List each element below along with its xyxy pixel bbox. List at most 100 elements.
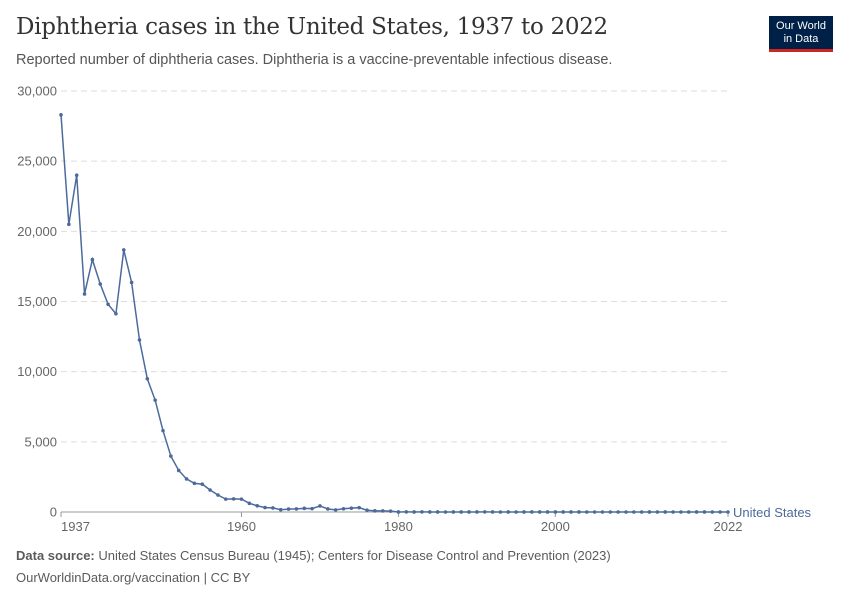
data-point	[616, 510, 620, 514]
data-point	[223, 497, 228, 501]
data-point	[318, 504, 322, 508]
data-point	[490, 510, 495, 514]
data-point	[451, 510, 456, 514]
x-tick-label: 1960	[227, 519, 256, 534]
y-tick-label: 0	[50, 505, 57, 520]
data-point	[522, 510, 526, 514]
data-point	[514, 510, 518, 514]
owid-logo[interactable]: Our World in Data	[769, 16, 833, 52]
data-point	[569, 510, 573, 514]
data-point	[443, 510, 448, 514]
data-point	[694, 510, 699, 514]
data-point	[161, 428, 165, 433]
x-tick-label: 2022	[714, 519, 743, 534]
logo-line1: Our World	[776, 20, 826, 32]
data-point	[176, 468, 181, 473]
data-point	[553, 510, 558, 514]
chart-title: Diphtheria cases in the United States, 1…	[16, 14, 608, 40]
data-point	[475, 510, 479, 514]
data-point	[663, 510, 668, 514]
data-point	[333, 508, 338, 512]
data-point	[137, 338, 142, 342]
data-point	[349, 506, 354, 510]
data-point	[718, 510, 722, 514]
data-point	[388, 509, 393, 513]
data-point	[584, 510, 589, 514]
data-point	[459, 510, 464, 514]
data-point	[216, 493, 220, 497]
data-point	[561, 510, 566, 514]
data-point	[286, 507, 291, 511]
data-point	[412, 510, 416, 514]
data-point	[710, 510, 715, 514]
data-point	[74, 173, 79, 177]
data-point	[129, 280, 134, 285]
data-point	[396, 510, 401, 514]
data-point	[302, 506, 307, 511]
data-point	[106, 302, 110, 307]
data-point	[671, 510, 675, 514]
y-tick-label: 20,000	[17, 224, 57, 239]
data-point	[255, 503, 259, 508]
series-label-united-states: United States	[733, 505, 812, 520]
data-point	[608, 510, 613, 514]
x-tick-label: 1980	[384, 519, 413, 534]
data-point	[428, 510, 432, 514]
data-point	[200, 482, 205, 486]
data-point	[192, 481, 197, 486]
data-point	[467, 510, 471, 514]
data-point	[365, 508, 369, 513]
data-point	[169, 454, 173, 458]
data-point	[639, 510, 644, 514]
data-point	[498, 510, 503, 514]
data-point	[98, 282, 103, 286]
data-point	[530, 510, 534, 514]
x-tick-label: 2000	[541, 519, 570, 534]
data-point	[482, 510, 487, 514]
data-point	[702, 510, 707, 514]
data-point	[373, 509, 377, 513]
data-point	[679, 510, 683, 514]
data-point	[624, 510, 628, 514]
data-point	[153, 398, 157, 402]
data-point	[577, 510, 581, 514]
data-point	[239, 497, 244, 501]
data-point	[726, 510, 730, 514]
data-point	[294, 507, 299, 511]
data-point	[506, 510, 511, 514]
data-point	[655, 510, 660, 514]
data-point	[82, 292, 87, 296]
data-point	[90, 257, 95, 262]
logo-line2: in Data	[783, 33, 819, 45]
data-point	[545, 510, 550, 514]
data-point	[341, 507, 346, 511]
data-point	[592, 510, 597, 514]
data-point	[208, 488, 212, 492]
data-point	[537, 510, 542, 514]
data-point	[263, 505, 267, 510]
data-point	[326, 507, 330, 511]
data-point	[278, 507, 283, 512]
data-point	[121, 248, 126, 252]
source-text: United States Census Bureau (1945); Cent…	[98, 548, 611, 563]
source-label: Data source:	[16, 548, 95, 563]
data-point	[114, 312, 118, 316]
data-point	[435, 510, 440, 514]
y-tick-label: 30,000	[17, 84, 57, 99]
data-source: Data source: United States Census Bureau…	[16, 548, 611, 563]
y-tick-label: 10,000	[17, 364, 57, 379]
footer-url[interactable]: OurWorldinData.org/vaccination | CC BY	[16, 570, 251, 585]
series-line-united-states	[60, 114, 728, 513]
data-point	[145, 376, 150, 381]
data-point	[184, 477, 189, 481]
x-tick-label: 1937	[61, 519, 90, 534]
y-tick-label: 25,000	[17, 154, 57, 169]
data-point	[231, 497, 236, 501]
data-point	[632, 510, 636, 514]
data-point	[271, 506, 275, 510]
y-tick-label: 15,000	[17, 294, 57, 309]
data-point	[380, 509, 385, 513]
data-point	[67, 222, 71, 227]
data-point	[247, 501, 252, 506]
